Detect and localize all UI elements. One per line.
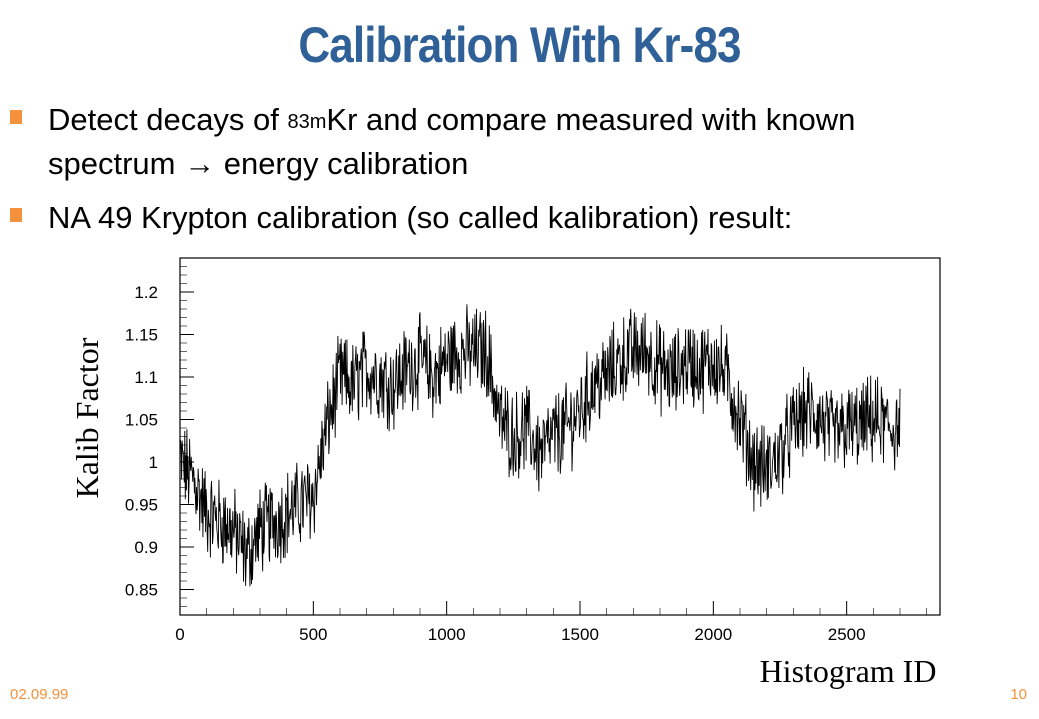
kalib-factor-chart: 0.85 0.9 0.95 1 1.05 1.1 1.15 1.2 0 500 1000 1500 20… [69,257,941,689]
page-number: 10 [1010,686,1027,703]
x-tick-label: 2000 [694,625,732,644]
slide-title: Calibration With Kr-83 [298,17,741,73]
y-tick-label: 1.15 [125,326,158,345]
bullet-marker [10,110,22,124]
bullet-item-2: NA 49 Krypton calibration (so called kal… [10,196,1008,240]
footer-date: 02.09.99 [10,686,69,703]
bullet-marker [10,208,22,222]
y-tick-label: 0.9 [134,538,158,557]
bullet-2-text: NA 49 Krypton calibration (so called kal… [48,200,793,235]
bullet-1-text-post: Kr and compare measured with known spect… [48,102,856,181]
y-tick-label: 1.1 [134,368,158,387]
x-tick-label: 0 [175,625,184,644]
bullet-item-1: Detect decays of 83mKr and compare measu… [10,98,968,186]
bullet-1-superscript: 83m [287,111,327,133]
y-tick-label: 0.85 [125,581,158,600]
y-tick-label: 1.05 [125,411,158,430]
bullet-1-text-pre: Detect decays of [48,102,288,137]
plot-frame [179,257,941,616]
x-tick-label: 2500 [828,625,866,644]
x-axis-title: Histogram ID [760,653,937,689]
x-tick-label: 1000 [428,625,466,644]
y-tick-label: 0.95 [125,496,158,515]
y-tick-label: 1.2 [134,283,158,302]
y-axis-title: Kalib Factor [69,337,105,498]
data-line [179,304,901,587]
y-tick-label: 1 [149,453,158,472]
x-tick-label: 1500 [561,625,599,644]
x-tick-label: 500 [299,625,327,644]
plot-area: 0.85 0.9 0.95 1 1.05 1.1 1.15 1.2 0 500 1000 1500 20… [125,257,941,644]
